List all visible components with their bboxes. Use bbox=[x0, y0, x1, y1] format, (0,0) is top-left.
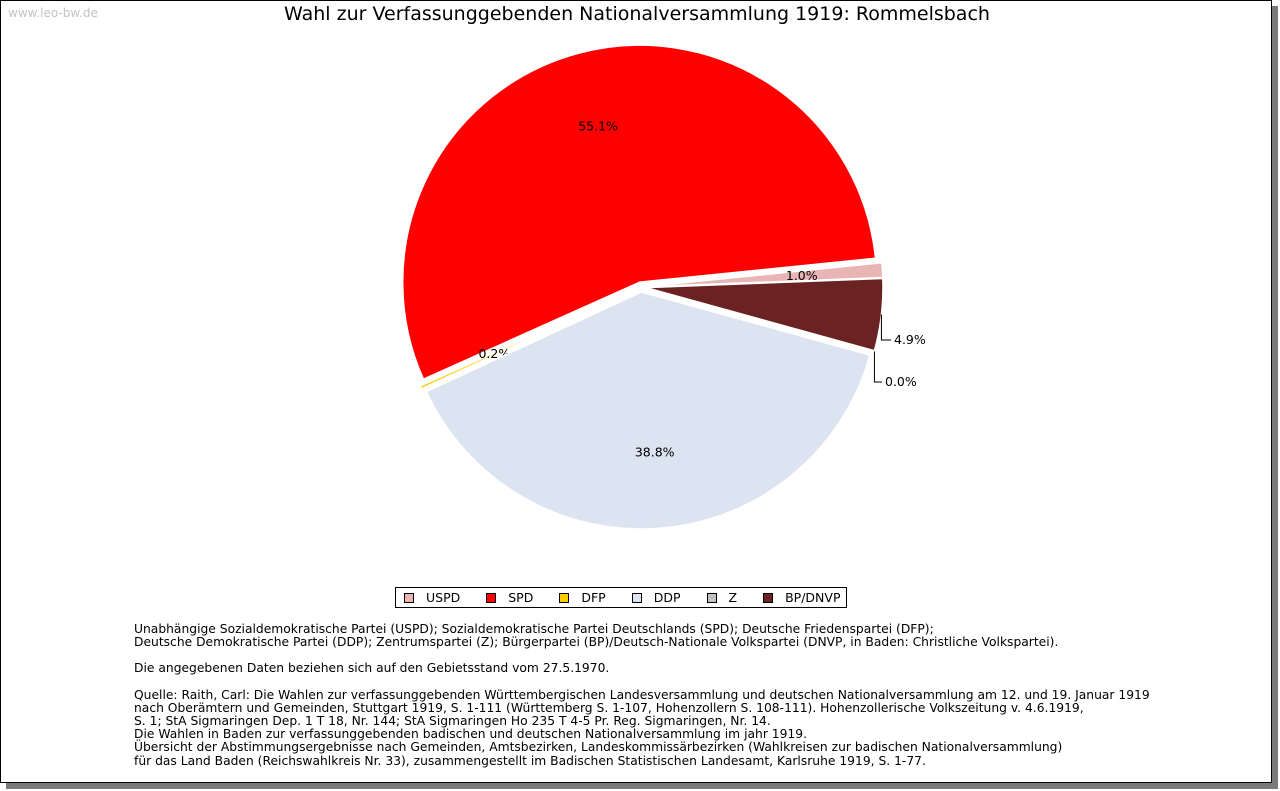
legend-item-spd: SPD bbox=[486, 590, 533, 605]
notes-source-line-1: Quelle: Raith, Carl: Die Wahlen zur verf… bbox=[134, 687, 1150, 702]
legend-swatch-spd bbox=[486, 592, 497, 603]
notes-source-line-3: S. 1; StA Sigmaringen Dep. 1 T 18, Nr. 1… bbox=[134, 714, 771, 729]
legend-item-bp-dnvp: BP/DNVP bbox=[763, 590, 840, 605]
legend-item-uspd: USPD bbox=[404, 590, 460, 605]
notes-source-line-5: Übersicht der Abstimmungsergebnisse nach… bbox=[134, 740, 1063, 755]
legend-item-ddp: DDP bbox=[631, 590, 681, 605]
data-label-z: 0.0% bbox=[885, 374, 917, 389]
data-label-bp-dnvp: 4.9% bbox=[894, 332, 926, 347]
pie-slice-uspd bbox=[645, 261, 884, 288]
legend: USPD SPD DFP DDP Z BP/DNVP bbox=[395, 587, 848, 608]
pie-slice-dfp bbox=[419, 288, 637, 390]
legend-swatch-uspd bbox=[404, 592, 414, 603]
legend-label-uspd: USPD bbox=[426, 590, 461, 605]
legend-swatch-bp-dnvp bbox=[763, 592, 774, 603]
notes-parties-line-2: Deutsche Demokratische Partei (DDP); Zen… bbox=[134, 635, 1059, 650]
leader-line-bp-dnvp bbox=[880, 314, 891, 341]
legend-label-bp-dnvp: BP/DNVP bbox=[785, 590, 841, 605]
leader-line-z bbox=[873, 350, 882, 383]
legend-label-spd: SPD bbox=[508, 590, 534, 605]
pie-chart: 1.0%55.1%0.2%38.8%0.0%4.9% bbox=[401, 44, 926, 530]
chart-title: Wahl zur Verfassunggebenden Nationalvers… bbox=[284, 3, 990, 25]
pie-slice-ddp bbox=[425, 291, 871, 530]
notes: Unabhängige Sozialdemokratische Partei (… bbox=[134, 622, 1150, 768]
legend-item-z: Z bbox=[706, 590, 738, 605]
data-label-ddp: 38.8% bbox=[635, 445, 675, 460]
notes-parties-line-1: Unabhängige Sozialdemokratische Partei (… bbox=[134, 622, 934, 636]
pie-slice-spd bbox=[401, 44, 877, 381]
watermark: www.leo-bw.de bbox=[8, 6, 98, 20]
legend-swatch-ddp bbox=[631, 592, 642, 603]
notes-territory: Die angegebenen Daten beziehen sich auf … bbox=[134, 661, 610, 676]
legend-swatch-z bbox=[706, 592, 717, 603]
notes-source-line-2: nach Oberämtern und Gemeinden, Stuttgart… bbox=[134, 700, 1084, 715]
legend-item-dfp: DFP bbox=[559, 590, 606, 605]
data-label-spd: 55.1% bbox=[578, 118, 618, 133]
legend-label-ddp: DDP bbox=[653, 590, 681, 605]
notes-source-line-6: für das Land Baden (Reichswahlkreis Nr. … bbox=[134, 753, 926, 768]
data-label-uspd: 1.0% bbox=[786, 268, 818, 283]
legend-label-dfp: DFP bbox=[581, 590, 606, 605]
legend-swatch-dfp bbox=[559, 592, 570, 603]
legend-label-z: Z bbox=[728, 590, 738, 605]
notes-source-line-4: Die Wahlen in Baden zur verfassunggebend… bbox=[134, 727, 807, 742]
